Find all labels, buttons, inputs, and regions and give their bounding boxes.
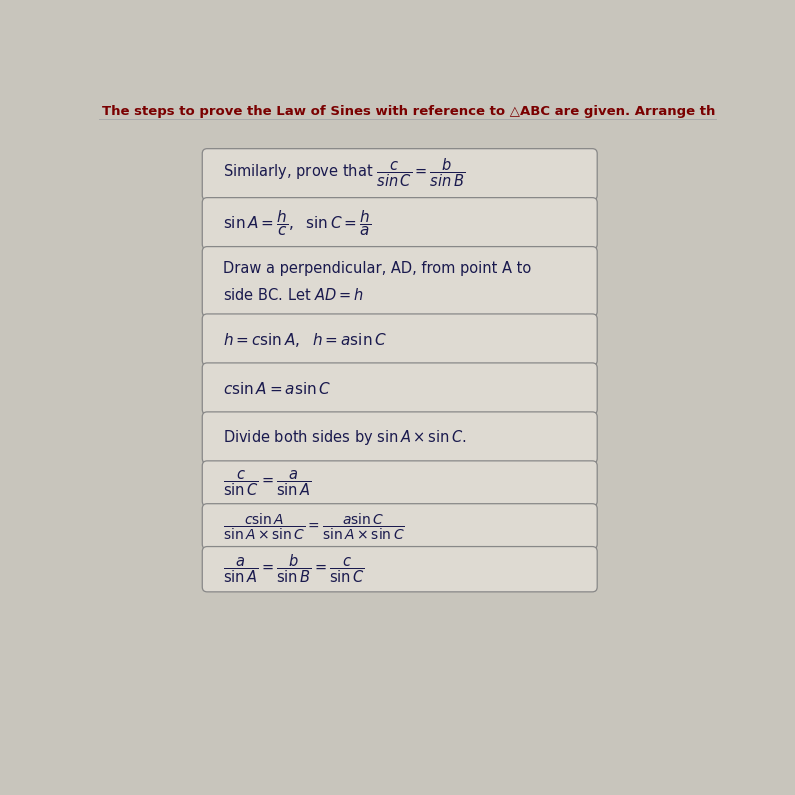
FancyBboxPatch shape — [202, 363, 597, 414]
Text: $h = c\sin A,\ \ h = a\sin C$: $h = c\sin A,\ \ h = a\sin C$ — [223, 331, 386, 349]
FancyBboxPatch shape — [202, 504, 597, 549]
FancyBboxPatch shape — [202, 198, 597, 249]
FancyBboxPatch shape — [202, 412, 597, 463]
Text: $\dfrac{c\sin A}{\sin A \times \sin C} = \dfrac{a\sin C}{\sin A \times \sin C}$: $\dfrac{c\sin A}{\sin A \times \sin C} =… — [223, 511, 405, 541]
Text: Similarly, prove that $\dfrac{c}{\mathit{sin}\,C} = \dfrac{b}{\mathit{sin}\,B}$: Similarly, prove that $\dfrac{c}{\mathit… — [223, 157, 465, 188]
FancyBboxPatch shape — [202, 461, 597, 506]
Text: $\sin A = \dfrac{h}{c},\ \ \sin C = \dfrac{h}{a}$: $\sin A = \dfrac{h}{c},\ \ \sin C = \dfr… — [223, 208, 370, 238]
Text: $\dfrac{c}{\sin C} = \dfrac{a}{\sin A}$: $\dfrac{c}{\sin C} = \dfrac{a}{\sin A}$ — [223, 469, 312, 498]
Text: $\dfrac{a}{\sin A} = \dfrac{b}{\sin B} = \dfrac{c}{\sin C}$: $\dfrac{a}{\sin A} = \dfrac{b}{\sin B} =… — [223, 553, 364, 585]
Text: $c\sin A = a\sin C$: $c\sin A = a\sin C$ — [223, 381, 331, 397]
Text: The steps to prove the Law of Sines with reference to △ABC are given. Arrange th: The steps to prove the Law of Sines with… — [103, 105, 795, 118]
FancyBboxPatch shape — [202, 314, 597, 366]
Text: Divide both sides by $\sin A \times \sin C$.: Divide both sides by $\sin A \times \sin… — [223, 428, 466, 447]
FancyBboxPatch shape — [202, 246, 597, 316]
FancyBboxPatch shape — [202, 149, 597, 200]
Text: Draw a perpendicular, AD, from point A to: Draw a perpendicular, AD, from point A t… — [223, 261, 531, 276]
Text: side BC. Let $\mathit{AD} = \mathit{h}$: side BC. Let $\mathit{AD} = \mathit{h}$ — [223, 287, 364, 303]
FancyBboxPatch shape — [202, 546, 597, 591]
